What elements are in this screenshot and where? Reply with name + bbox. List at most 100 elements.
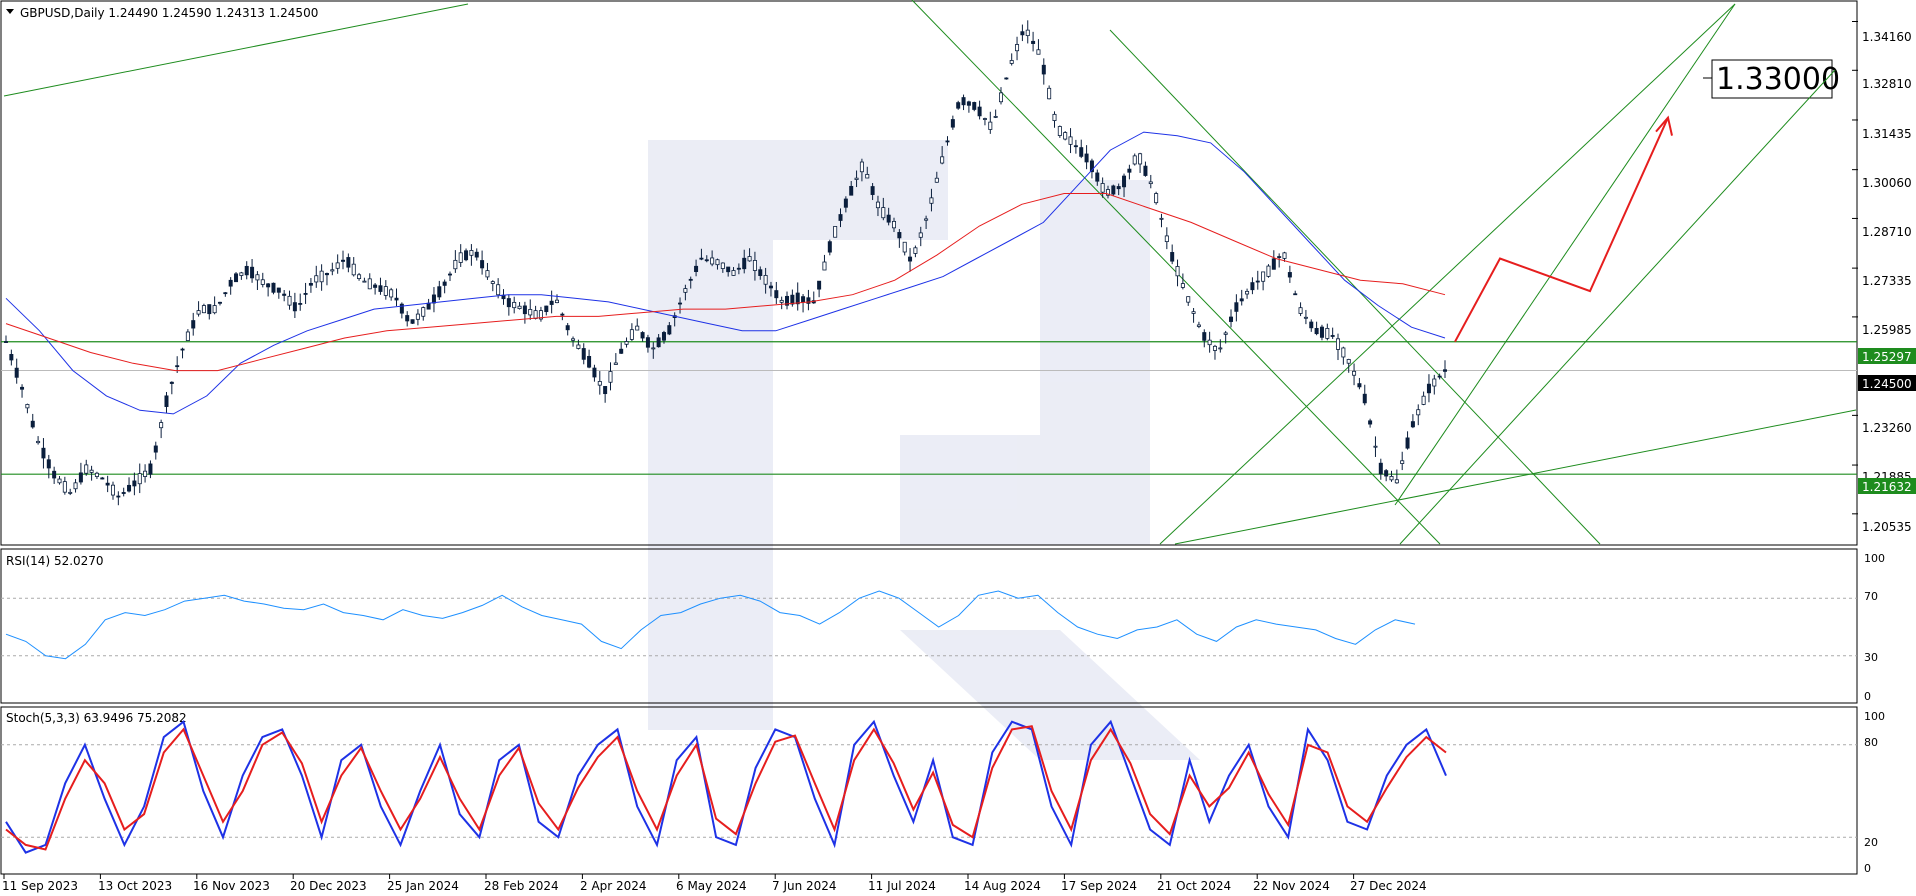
candle-body <box>806 297 811 304</box>
candle-body <box>592 367 597 378</box>
candle-body <box>474 251 479 258</box>
candle-body <box>153 445 158 453</box>
target-box <box>1711 59 1833 99</box>
candle-body <box>710 257 715 265</box>
candle-body <box>998 92 1003 103</box>
candle-body <box>1089 160 1094 173</box>
candle-body <box>212 305 217 314</box>
candle-body <box>694 265 699 272</box>
candle-body <box>1271 258 1276 270</box>
candle-body <box>956 102 961 109</box>
candle-body <box>298 303 303 305</box>
candle-body <box>1025 29 1030 37</box>
candle-body <box>490 281 495 284</box>
candle-body <box>185 331 190 341</box>
candle-body <box>57 478 62 484</box>
level-labels: 1.25297 1.21632 1.24500 <box>1858 348 1916 494</box>
candle-body <box>763 275 768 285</box>
y-tick: 1.20535 <box>1862 520 1912 534</box>
rsi-tick: 0 <box>1864 690 1871 703</box>
candle-body <box>726 266 731 273</box>
rsi-axis: 100 70 30 0 <box>1864 552 1885 703</box>
candle-body <box>688 278 693 281</box>
candle-body <box>1073 145 1078 148</box>
y-tick: 1.27335 <box>1862 274 1912 288</box>
target-annotation: 1.33000 <box>1703 59 1840 99</box>
x-tick: 20 Dec 2023 <box>290 879 367 893</box>
x-tick: 22 Nov 2024 <box>1253 879 1330 893</box>
candle-body <box>768 285 773 289</box>
candle-body <box>608 371 613 383</box>
level-label-lower: 1.21632 <box>1862 480 1912 494</box>
candle-body <box>736 267 741 270</box>
stoch-axis: 100 80 20 0 <box>1864 710 1885 875</box>
candle-body <box>924 218 929 221</box>
candle-body <box>940 156 945 164</box>
stoch-pane <box>0 706 1858 875</box>
candle-body <box>859 161 864 173</box>
candle-body <box>613 362 618 365</box>
x-tick: 21 Oct 2024 <box>1157 879 1231 893</box>
candle-body <box>587 355 592 368</box>
stoch-tick: 80 <box>1864 736 1878 749</box>
candle-body <box>319 270 324 283</box>
candle-body <box>1421 395 1426 405</box>
candle-body <box>881 207 886 219</box>
candle-body <box>1170 252 1175 262</box>
y-tick: 1.25985 <box>1862 323 1912 337</box>
candle-body <box>116 495 121 498</box>
candle-body <box>1079 147 1084 157</box>
trend-line <box>3 3 469 97</box>
candle-body <box>1373 445 1378 448</box>
y-tick: 1.30060 <box>1862 176 1912 190</box>
candle-body <box>1047 87 1052 100</box>
candle-body <box>1394 479 1399 484</box>
dropdown-arrow-icon[interactable] <box>6 9 14 14</box>
rsi-line <box>5 590 1416 660</box>
candle-body <box>945 140 950 143</box>
candle-body <box>201 305 206 314</box>
candle-body <box>1154 193 1159 204</box>
trend-line <box>1394 3 1736 506</box>
candle-body <box>1426 383 1431 394</box>
candle-body <box>292 302 297 312</box>
candle-body <box>827 241 832 253</box>
candle-body <box>544 305 549 313</box>
candle-body <box>1105 189 1110 196</box>
trend-line <box>1159 3 1736 545</box>
candle-body <box>378 285 383 292</box>
candle-body <box>1261 271 1266 282</box>
stoch-main-line <box>5 719 1447 854</box>
candle-body <box>506 298 511 308</box>
candle-body <box>137 473 142 485</box>
x-tick: 2 Apr 2024 <box>580 879 647 893</box>
candle-body <box>20 386 25 390</box>
candle-body <box>838 214 843 221</box>
candle-body <box>244 265 249 276</box>
rsi-pane <box>0 548 1858 704</box>
candle-body <box>442 281 447 286</box>
candle-body <box>982 118 987 120</box>
candle-body <box>110 484 115 496</box>
candle-body <box>1266 265 1271 277</box>
forecast-arrow <box>1454 117 1669 343</box>
candle-body <box>1309 321 1314 329</box>
candle-body <box>961 97 966 106</box>
candle-body <box>351 263 356 276</box>
candle-body <box>100 477 105 480</box>
candle-body <box>1250 282 1255 291</box>
forecast-arrowhead <box>1655 115 1673 136</box>
candle-body <box>271 282 276 293</box>
candle-body <box>843 198 848 208</box>
candle-body <box>785 295 790 306</box>
candle-body <box>715 259 720 266</box>
candle-body <box>169 381 174 384</box>
candle-body <box>624 341 629 345</box>
candle-body <box>774 290 779 299</box>
candle-body <box>228 279 233 287</box>
x-tick: 6 May 2024 <box>676 879 747 893</box>
candle-body <box>84 464 89 474</box>
candle-body <box>1015 44 1020 52</box>
candle-body <box>522 305 527 315</box>
candle-body <box>1303 316 1308 319</box>
